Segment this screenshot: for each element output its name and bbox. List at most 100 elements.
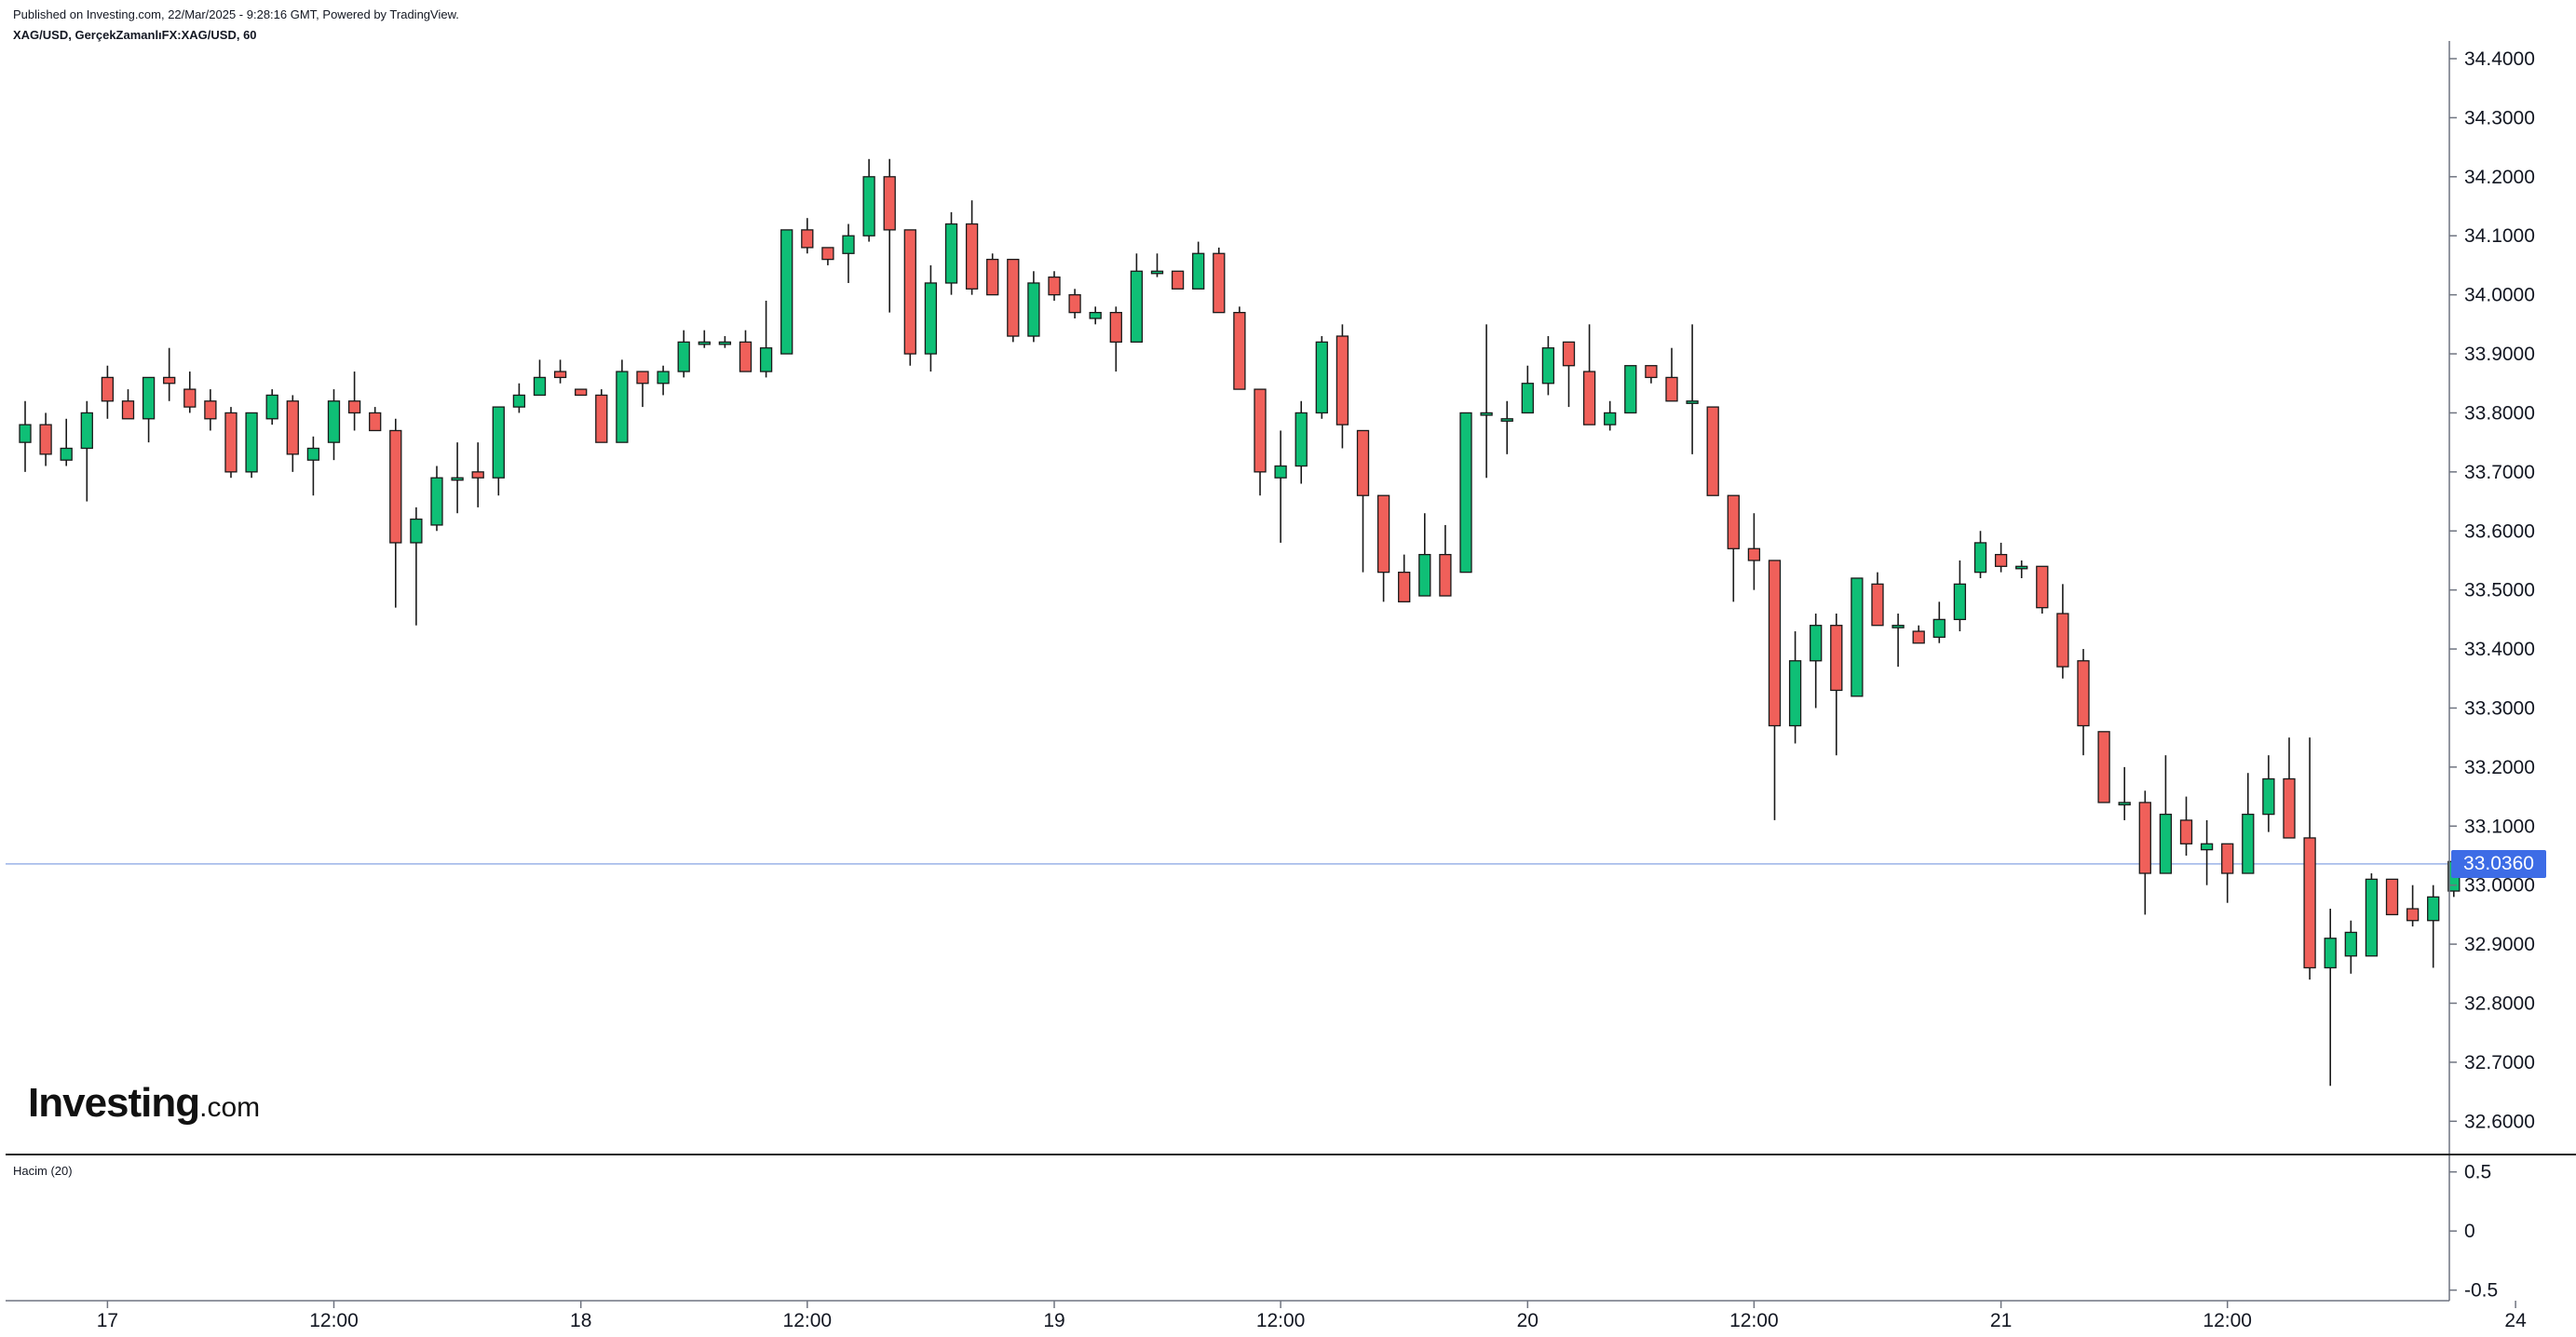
candle — [2056, 584, 2069, 679]
candle-body-up — [451, 477, 464, 481]
candle — [2303, 737, 2316, 980]
candle-body-up — [759, 347, 773, 372]
candle-body-up — [862, 176, 875, 236]
price-axis-labels: 32.6000 32.7000 32.8000 32.9000 33.0000 33.10… — [2449, 48, 2535, 1132]
candle — [2406, 885, 2420, 927]
candle-body-up — [2015, 565, 2028, 570]
candle — [265, 389, 278, 425]
candle — [245, 412, 258, 479]
candle-body-down — [2283, 777, 2296, 839]
price-tick-label: 33.2000 — [2464, 757, 2535, 778]
candle — [2036, 565, 2049, 614]
candle-body-down — [1994, 553, 2008, 567]
candle — [1747, 513, 1761, 590]
price-tick-label: 33.9000 — [2464, 344, 2535, 365]
candle-body-up — [2200, 843, 2214, 851]
candle — [1788, 631, 1802, 744]
candle-body-up — [1541, 347, 1555, 385]
candle — [60, 418, 73, 466]
candle-body-up — [19, 424, 32, 443]
candle-body-up — [780, 229, 793, 355]
candle — [183, 371, 197, 413]
candle — [1027, 271, 1040, 343]
candle-body-down — [347, 400, 361, 414]
candle — [1356, 429, 1370, 573]
candle — [1459, 412, 1472, 574]
candle-body-down — [1398, 571, 1411, 602]
candle — [389, 418, 402, 608]
candle — [1851, 577, 1864, 697]
candle-body-down — [1747, 547, 1761, 561]
price-tick-label: 33.0000 — [2464, 875, 2535, 897]
last-price-label: 33.0360 — [2451, 849, 2546, 878]
candle — [1376, 494, 1390, 602]
candle — [1254, 388, 1267, 496]
candle — [1562, 341, 1576, 408]
candle-body-down — [739, 341, 752, 372]
logo-suffix: .com — [199, 1092, 261, 1123]
price-tick-label: 33.3000 — [2464, 697, 2535, 719]
candle — [1500, 400, 1513, 454]
candle-body-down — [2097, 731, 2110, 804]
candle-body-up — [410, 518, 423, 544]
candle — [369, 407, 382, 432]
candle — [2427, 885, 2440, 968]
candle-body-up — [142, 376, 156, 420]
candle-body-up — [2365, 878, 2379, 957]
time-tick-label: 20 — [1517, 1310, 1539, 1331]
candle-body-down — [2385, 878, 2399, 916]
candle-body-down — [121, 400, 135, 420]
candle — [2262, 755, 2275, 832]
candle — [1604, 400, 1617, 431]
candle — [2118, 766, 2131, 820]
volume-indicator-label: Hacim (20) — [13, 1164, 73, 1178]
candle-body-up — [1150, 270, 1164, 275]
candle — [657, 365, 670, 396]
volume-tick-label: -0.5 — [2464, 1280, 2498, 1302]
candle — [698, 330, 711, 348]
candle-body-down — [2303, 837, 2316, 969]
candle-body-up — [2118, 802, 2131, 806]
price-tick-label: 34.2000 — [2464, 167, 2535, 188]
candle — [821, 247, 834, 265]
candle — [430, 466, 443, 532]
candle — [1335, 324, 1349, 449]
candle-body-up — [2344, 931, 2357, 957]
candle — [2138, 790, 2151, 915]
candle — [1912, 625, 1925, 644]
investing-logo[interactable]: Investing.com — [28, 1080, 260, 1127]
candle — [1418, 513, 1431, 597]
logo-main: Investing — [28, 1080, 200, 1126]
candle — [595, 389, 608, 443]
price-tick-label: 32.6000 — [2464, 1111, 2535, 1132]
candle — [1871, 572, 1884, 627]
candle — [1810, 614, 1823, 709]
candle — [965, 200, 979, 295]
candle-body-down — [1768, 560, 1782, 727]
candle-body-down — [1645, 365, 1658, 379]
candle-body-down — [1335, 335, 1349, 425]
candle — [2179, 796, 2193, 856]
candle-body-up — [245, 412, 258, 473]
candle — [306, 436, 320, 496]
price-tick-label: 33.5000 — [2464, 580, 2535, 601]
candle-body-up — [1788, 660, 1802, 727]
candle — [1521, 365, 1534, 414]
candle — [224, 407, 237, 479]
candle-body-down — [1213, 252, 1226, 314]
candle-body-up — [80, 412, 93, 450]
candle-body-down — [575, 388, 588, 397]
candle — [616, 359, 629, 443]
candle — [1439, 524, 1452, 597]
candle-body-up — [327, 400, 341, 443]
candle-body-up — [1274, 465, 1287, 479]
candle-body-up — [1604, 412, 1617, 425]
candle — [1932, 601, 1946, 643]
candle — [801, 218, 814, 254]
candle-body-up — [1891, 625, 1905, 628]
candle-body-down — [986, 258, 999, 296]
candle-body-up — [1295, 412, 1308, 467]
candle — [327, 389, 341, 461]
candle-body-down — [883, 176, 896, 231]
